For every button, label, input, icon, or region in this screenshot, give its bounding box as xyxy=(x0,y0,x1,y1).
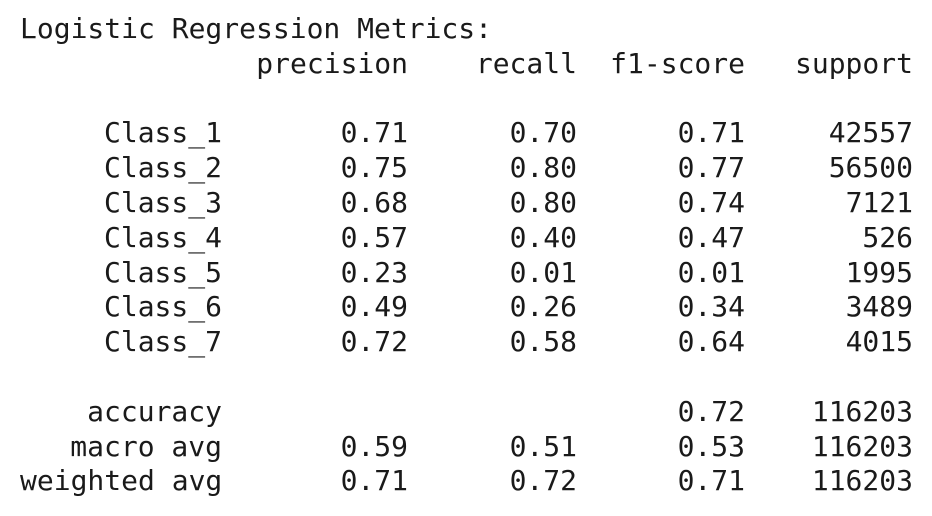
summary-row-weighted-avg: weighted avg 0.71 0.72 0.71 116203 xyxy=(20,464,913,499)
row-label: Class_3 xyxy=(103,185,222,219)
row-label: Class_5 xyxy=(103,255,222,289)
cell-recall: 0.80 xyxy=(509,185,577,219)
cell-precision: 0.49 xyxy=(340,290,408,324)
table-row: Class_4 0.57 0.40 0.47 526 xyxy=(20,221,913,256)
table-row: Class_3 0.68 0.80 0.74 7121 xyxy=(20,186,913,221)
cell-support: 42557 xyxy=(828,116,913,150)
cell-precision: 0.57 xyxy=(340,220,408,254)
cell-support: 116203 xyxy=(811,394,913,428)
cell-precision xyxy=(222,395,408,430)
cell-f1-score: 0.71 xyxy=(677,464,745,498)
cell-f1-score: 0.53 xyxy=(677,429,745,463)
cell-precision: 0.72 xyxy=(340,325,408,359)
cell-precision: 0.23 xyxy=(340,255,408,289)
cell-f1-score: 0.01 xyxy=(677,255,745,289)
cell-precision: 0.59 xyxy=(340,429,408,463)
header-recall: recall xyxy=(475,46,577,80)
header-row: precision recall f1-score support xyxy=(20,47,913,82)
cell-recall: 0.80 xyxy=(509,151,577,185)
row-label: Class_4 xyxy=(103,220,222,254)
row-label: accuracy xyxy=(87,394,222,428)
cell-f1-score: 0.47 xyxy=(677,220,745,254)
summary-row-accuracy: accuracy 0.72 116203 xyxy=(20,395,913,430)
classification-report: Logistic Regression Metrics: precision r… xyxy=(20,12,913,499)
cell-f1-score: 0.74 xyxy=(677,185,745,219)
row-label: Class_2 xyxy=(103,151,222,185)
report-title: Logistic Regression Metrics: xyxy=(20,12,493,45)
spacer-line xyxy=(20,360,913,395)
cell-f1-score: 0.77 xyxy=(677,151,745,185)
cell-support: 3489 xyxy=(845,290,913,324)
cell-recall: 0.01 xyxy=(509,255,577,289)
cell-support: 116203 xyxy=(811,429,913,463)
cell-precision: 0.75 xyxy=(340,151,408,185)
cell-recall: 0.70 xyxy=(509,116,577,150)
table-row: Class_6 0.49 0.26 0.34 3489 xyxy=(20,290,913,325)
cell-recall xyxy=(408,395,577,430)
table-row: Class_1 0.71 0.70 0.71 42557 xyxy=(20,116,913,151)
cell-recall: 0.26 xyxy=(509,290,577,324)
cell-support: 526 xyxy=(862,220,913,254)
row-label: Class_1 xyxy=(103,116,222,150)
cell-recall: 0.51 xyxy=(509,429,577,463)
row-label: weighted avg xyxy=(20,464,223,498)
cell-support: 1995 xyxy=(845,255,913,289)
cell-support: 116203 xyxy=(811,464,913,498)
cell-f1-score: 0.64 xyxy=(677,325,745,359)
spacer-line xyxy=(20,82,913,117)
cell-support: 56500 xyxy=(828,151,913,185)
cell-precision: 0.68 xyxy=(340,185,408,219)
cell-support: 4015 xyxy=(845,325,913,359)
row-label: macro avg xyxy=(70,429,222,463)
cell-support: 7121 xyxy=(845,185,913,219)
summary-row-macro-avg: macro avg 0.59 0.51 0.53 116203 xyxy=(20,430,913,465)
cell-f1-score: 0.72 xyxy=(677,394,745,428)
table-row: Class_5 0.23 0.01 0.01 1995 xyxy=(20,256,913,291)
cell-recall: 0.40 xyxy=(509,220,577,254)
row-label: Class_6 xyxy=(103,290,222,324)
table-row: Class_2 0.75 0.80 0.77 56500 xyxy=(20,151,913,186)
cell-recall: 0.58 xyxy=(509,325,577,359)
cell-recall: 0.72 xyxy=(509,464,577,498)
header-f1-score: f1-score xyxy=(610,46,745,80)
table-row: Class_7 0.72 0.58 0.64 4015 xyxy=(20,325,913,360)
cell-f1-score: 0.34 xyxy=(677,290,745,324)
cell-f1-score: 0.71 xyxy=(677,116,745,150)
header-support: support xyxy=(794,46,913,80)
header-label-spacer xyxy=(20,47,222,82)
header-precision: precision xyxy=(256,46,408,80)
cell-precision: 0.71 xyxy=(340,116,408,150)
row-label: Class_7 xyxy=(103,325,222,359)
cell-precision: 0.71 xyxy=(340,464,408,498)
